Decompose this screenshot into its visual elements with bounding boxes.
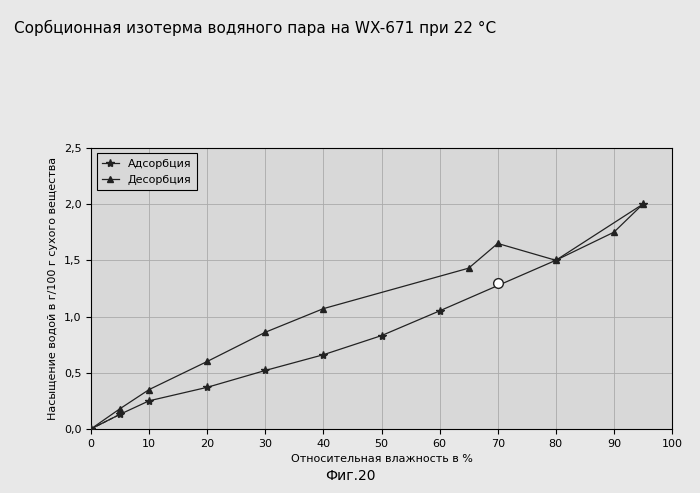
Адсорбция bbox=[261, 367, 270, 373]
Десорбция bbox=[319, 306, 328, 312]
Адсорбция bbox=[319, 352, 328, 358]
Десорбция bbox=[465, 265, 473, 271]
Десорбция bbox=[145, 387, 153, 392]
Адсорбция bbox=[377, 333, 386, 339]
Десорбция bbox=[494, 241, 502, 246]
Десорбция bbox=[639, 201, 648, 207]
Адсорбция bbox=[116, 411, 125, 417]
X-axis label: Относительная влажность в %: Относительная влажность в % bbox=[290, 454, 473, 464]
Десорбция bbox=[203, 358, 211, 364]
Десорбция bbox=[261, 329, 270, 335]
Text: Сорбционная изотерма водяного пара на WX-671 при 22 °C: Сорбционная изотерма водяного пара на WX… bbox=[14, 20, 496, 36]
Text: Фиг.20: Фиг.20 bbox=[325, 469, 375, 483]
Line: Адсорбция: Адсорбция bbox=[87, 200, 647, 433]
Адсорбция bbox=[87, 426, 95, 432]
Адсорбция bbox=[639, 201, 648, 207]
Десорбция bbox=[552, 257, 560, 263]
Десорбция bbox=[87, 426, 95, 432]
Десорбция bbox=[116, 406, 125, 412]
Legend: Адсорбция, Десорбция: Адсорбция, Десорбция bbox=[97, 153, 197, 190]
Десорбция bbox=[610, 229, 618, 235]
Адсорбция bbox=[145, 398, 153, 404]
Адсорбция bbox=[435, 308, 444, 314]
Y-axis label: Насыщение водой в г/100 г сухого вещества: Насыщение водой в г/100 г сухого веществ… bbox=[48, 157, 58, 420]
Адсорбция bbox=[203, 385, 211, 390]
Line: Десорбция: Десорбция bbox=[88, 201, 646, 432]
Адсорбция bbox=[552, 257, 560, 263]
